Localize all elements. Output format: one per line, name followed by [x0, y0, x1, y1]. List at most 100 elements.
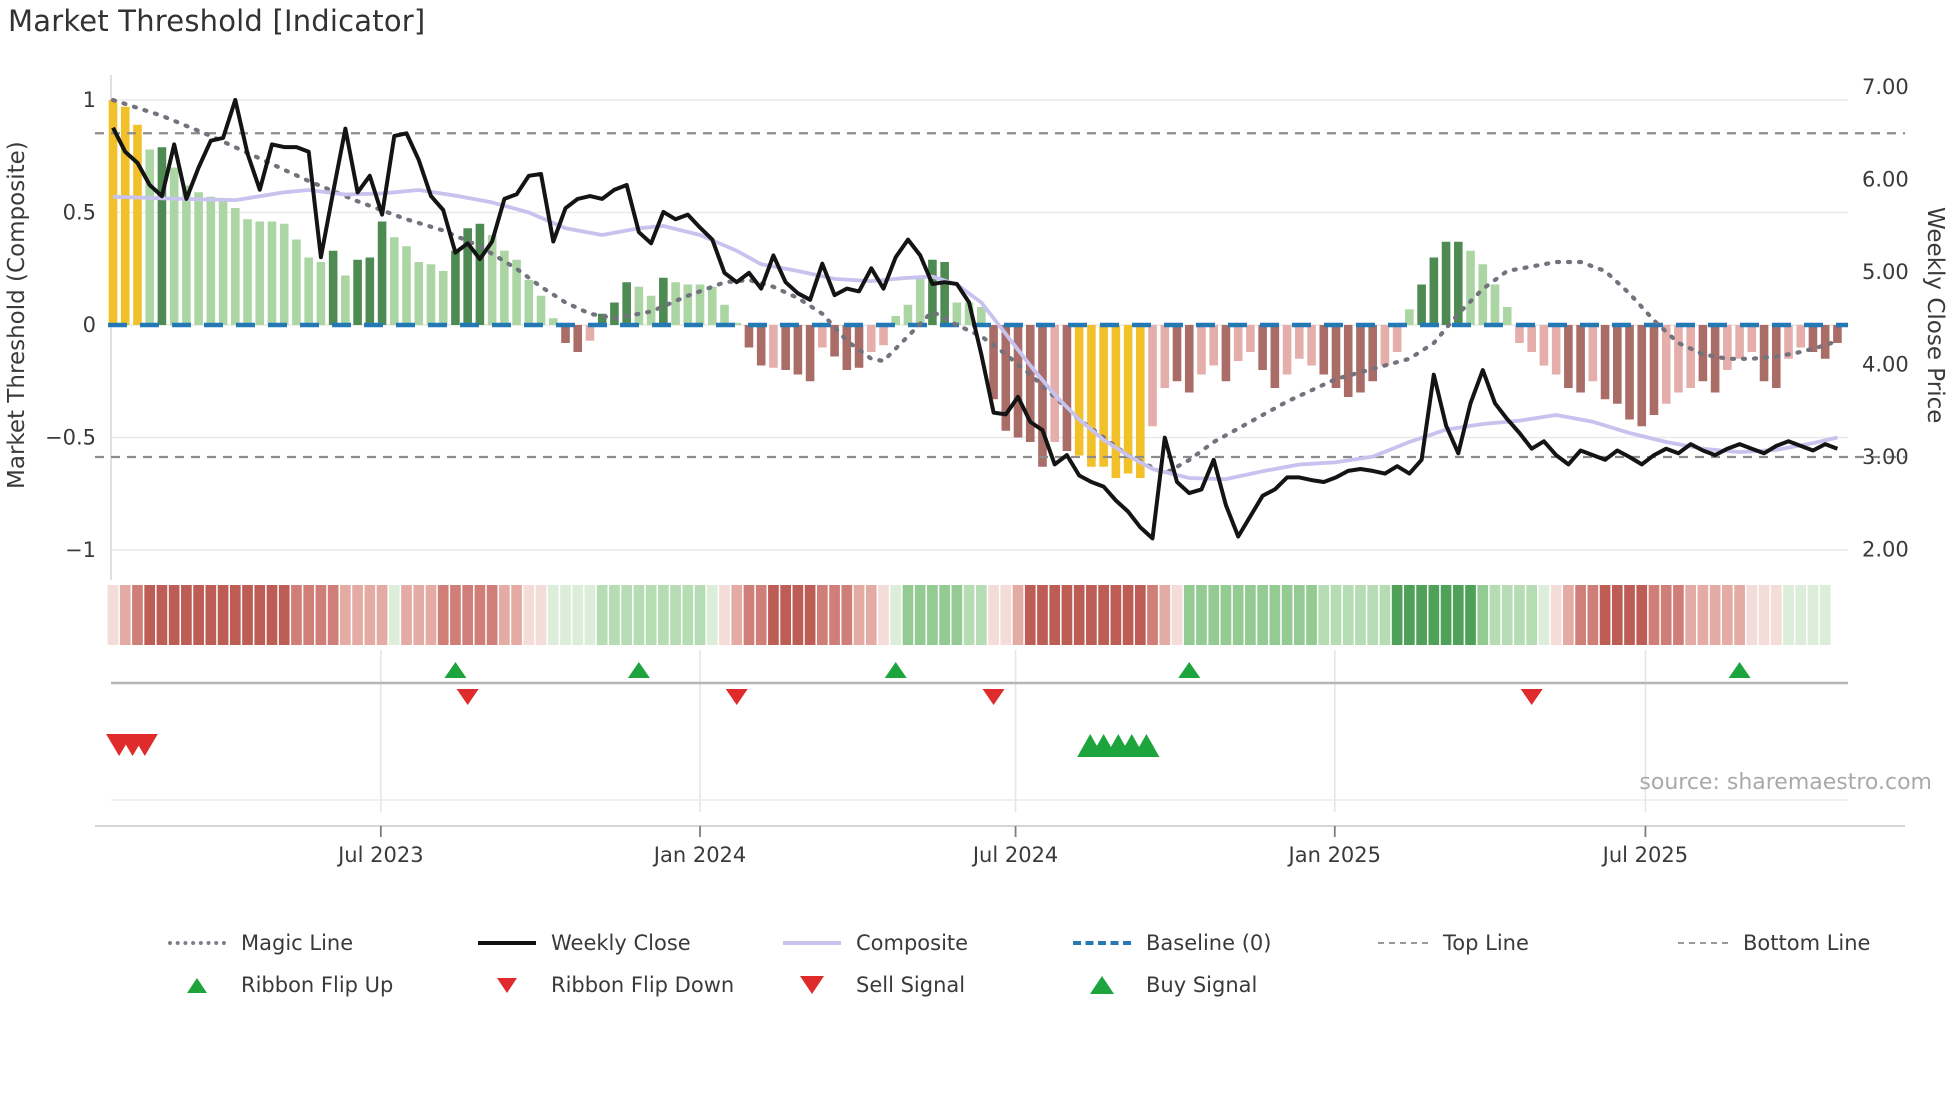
composite-bar — [1184, 325, 1194, 393]
composite-bar — [1649, 325, 1659, 415]
composite-bar — [438, 271, 448, 325]
composite-bar — [659, 277, 668, 325]
legend-item-magic-line: Magic Line — [168, 928, 353, 958]
composite-bar — [610, 302, 619, 325]
weekly-close-swatch-icon — [478, 941, 536, 945]
composite-bar — [451, 250, 460, 325]
composite-bar — [389, 237, 399, 325]
composite-bar — [1405, 309, 1414, 325]
composite-bar — [1001, 325, 1011, 431]
composite-bar — [1454, 241, 1463, 325]
composite-bar — [1160, 325, 1170, 388]
composite-bar — [1600, 325, 1610, 400]
composite-bar — [1796, 325, 1806, 348]
magic-line-swatch-icon — [168, 941, 226, 945]
composite-bar — [328, 250, 338, 325]
composite-bar — [316, 262, 326, 325]
composite-bar — [475, 223, 485, 325]
composite-bars — [108, 100, 1842, 478]
right-axis-tick: 5.00 — [1862, 260, 1909, 284]
x-axis-tick: Jan 2025 — [1287, 843, 1382, 867]
composite-bar — [1087, 325, 1096, 467]
composite-bar — [377, 221, 387, 325]
legend-label: Baseline (0) — [1146, 931, 1272, 955]
composite-bar — [243, 219, 252, 325]
composite-bar — [1686, 325, 1695, 388]
legend-item-ribbon-flip-down: Ribbon Flip Down — [478, 970, 734, 1000]
composite-bar — [1747, 325, 1757, 352]
ribbon-flip-down-marker — [725, 689, 748, 705]
x-axis-tick: Jul 2025 — [1601, 843, 1688, 867]
composite-bar — [1820, 325, 1830, 359]
composite-bar — [402, 246, 411, 325]
composite-bar — [1808, 325, 1818, 352]
composite-bar — [487, 235, 497, 325]
composite-bar — [1735, 325, 1744, 359]
composite-bar — [463, 228, 472, 325]
ribbon-flip-up-marker — [884, 662, 907, 678]
composite-bar — [989, 325, 998, 400]
composite-bar — [940, 262, 949, 325]
composite-bar — [414, 262, 424, 325]
composite-bar — [1661, 325, 1671, 404]
composite-bar — [1123, 325, 1133, 474]
composite-bar — [854, 325, 864, 368]
composite-bar — [1172, 325, 1182, 382]
sell-signal-icon — [783, 976, 841, 994]
composite-bar — [1062, 325, 1072, 451]
signal-rows — [95, 650, 1905, 837]
composite-bar — [304, 257, 313, 325]
composite-bar — [1368, 325, 1377, 382]
ribbon-flip-up-marker — [1728, 662, 1751, 678]
sell-signal-marker — [131, 734, 158, 756]
left-axis-tick: −1 — [65, 538, 96, 562]
composite-bar — [1331, 325, 1341, 388]
composite-bar — [1674, 325, 1683, 393]
composite-bar — [842, 325, 852, 370]
composite-bar — [1564, 325, 1573, 388]
composite-bar — [561, 325, 570, 343]
composite-bar — [818, 325, 827, 348]
composite-bar — [573, 325, 583, 352]
composite-bar — [157, 147, 167, 325]
composite-bar — [952, 302, 962, 325]
x-axis-tick: Jan 2024 — [652, 843, 747, 867]
source-watermark: source: sharemaestro.com — [1639, 770, 1932, 795]
composite-bar — [1625, 325, 1634, 420]
composite-bar — [145, 149, 154, 325]
composite-bar — [671, 282, 680, 325]
composite-bar — [915, 275, 925, 325]
composite-bar — [695, 284, 705, 325]
composite-bar — [206, 196, 216, 325]
buy-signal-icon — [1073, 976, 1131, 994]
legend-label: Bottom Line — [1743, 931, 1871, 955]
composite-bar — [120, 106, 130, 325]
right-axis-tick: 4.00 — [1862, 353, 1909, 377]
x-axis-tick: Jul 2024 — [971, 843, 1058, 867]
composite-bar — [732, 322, 742, 325]
composite-bar — [781, 325, 790, 370]
ribbon-flip-down-marker — [1520, 689, 1543, 705]
composite-bar — [536, 295, 546, 325]
legend-label: Buy Signal — [1146, 973, 1258, 997]
composite-bar — [977, 307, 986, 325]
composite-bar — [1466, 250, 1475, 325]
composite-bar — [500, 250, 509, 325]
composite-bar — [1833, 325, 1842, 343]
composite-bar — [1417, 284, 1426, 325]
legend-label: Ribbon Flip Down — [551, 973, 735, 997]
composite-bar — [169, 167, 179, 325]
composite-bar — [1221, 325, 1231, 382]
composite-bar — [646, 295, 656, 325]
composite-bar — [341, 275, 350, 325]
composite-bar — [1551, 325, 1561, 375]
legend-item-sell-signal: Sell Signal — [783, 970, 965, 1000]
composite-bar — [1282, 325, 1292, 375]
composite-bar — [1136, 325, 1145, 478]
composite-bar — [1270, 325, 1280, 388]
composite-bar — [1099, 325, 1108, 467]
composite-bar — [903, 304, 913, 325]
composite-bar — [353, 259, 362, 325]
baseline-swatch-icon — [1073, 941, 1131, 945]
